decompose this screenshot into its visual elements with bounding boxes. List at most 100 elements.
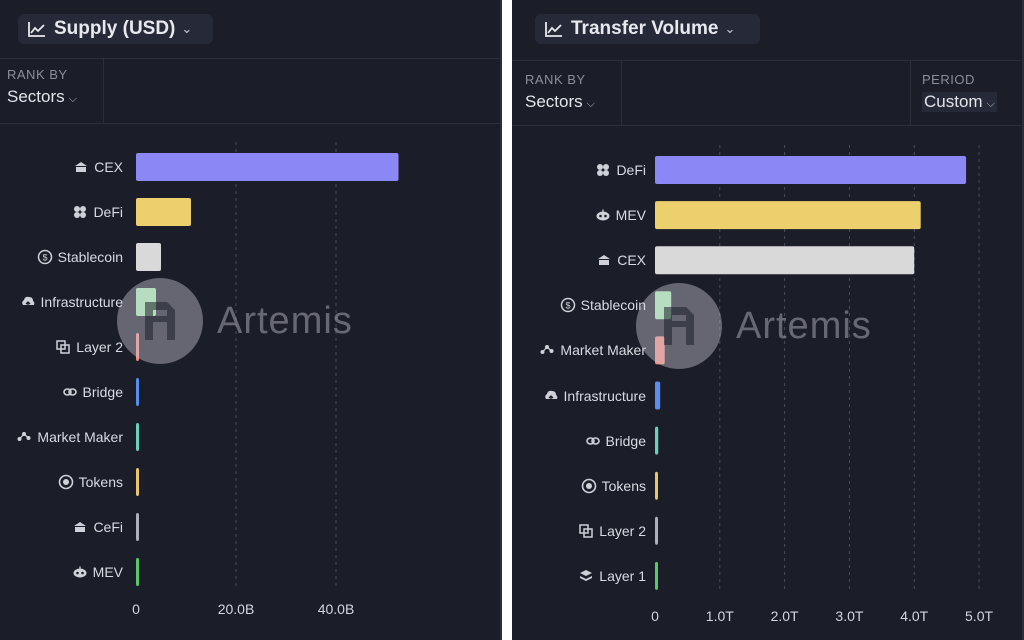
chevron-down-icon: ⌄ — [181, 21, 193, 36]
cex-icon — [596, 252, 612, 268]
category-name: Bridge — [82, 384, 123, 400]
category-label: Infrastructure — [20, 292, 123, 312]
rank-by-label: RANK BY — [7, 67, 68, 82]
x-tick-label: 2.0T — [771, 608, 799, 624]
controls-bar: RANK BY Sectors ⌵ — [0, 58, 500, 124]
rank-by-select[interactable]: Sectors ⌵ — [525, 92, 595, 112]
metric-dropdown[interactable]: Supply (USD) ⌄ — [18, 14, 213, 44]
tokens-icon — [581, 478, 597, 494]
bar-market-maker[interactable] — [136, 423, 139, 451]
category-label: CEX — [73, 157, 123, 177]
category-name: Infrastructure — [40, 294, 123, 310]
bar-bridge[interactable] — [655, 426, 659, 455]
bar-market-maker[interactable] — [655, 336, 665, 365]
category-label: DeFi — [72, 202, 123, 222]
tokens-icon — [58, 474, 74, 490]
bar-stablecoin[interactable] — [136, 243, 161, 271]
category-name: Layer 1 — [599, 567, 646, 584]
rank-by-select[interactable]: Sectors ⌵ — [7, 87, 77, 107]
category-name: Layer 2 — [76, 339, 123, 355]
category-name: DeFi — [616, 162, 646, 178]
x-tick-label: 3.0T — [835, 608, 863, 624]
x-tick-label: 5.0T — [965, 608, 993, 624]
metric-label: Supply (USD) — [54, 18, 176, 39]
category-label: Market Maker — [16, 427, 123, 447]
mev-icon — [595, 207, 611, 223]
metric-dropdown[interactable]: Transfer Volume ⌄ — [535, 14, 760, 44]
category-name: Market Maker — [560, 342, 646, 359]
stablecoin-icon: $ — [37, 249, 53, 265]
rank-by-label: RANK BY — [525, 72, 586, 87]
period-control[interactable]: PERIOD Custom ⌵ — [922, 72, 997, 112]
layer2-icon — [55, 339, 71, 355]
category-name: Tokens — [601, 477, 646, 494]
line-chart-icon — [28, 22, 45, 37]
transfer-volume-bar-chart: 0 1.0T 2.0T 3.0T 4.0T 5.0T — [651, 145, 993, 624]
category-name: Stablecoin — [57, 249, 123, 265]
category-label: Layer 2 — [55, 337, 123, 357]
bar-defi[interactable] — [655, 156, 967, 184]
category-name: MEV — [615, 207, 646, 224]
bridge-icon — [62, 384, 78, 400]
transfer-volume-panel: Transfer Volume ⌄ RANK BY Sectors ⌵ PERIO… — [512, 0, 1024, 640]
x-tick-label: 0 — [651, 608, 659, 624]
infrastructure-icon — [543, 388, 559, 404]
line-chart-icon — [545, 22, 562, 37]
bar-cex[interactable] — [136, 153, 399, 181]
bar-stablecoin[interactable] — [655, 291, 672, 320]
rank-by-control[interactable]: RANK BY Sectors ⌵ — [525, 72, 595, 112]
category-name: CeFi — [93, 519, 123, 535]
category-label: $ Stablecoin — [37, 247, 123, 267]
category-label: Market Maker — [539, 340, 646, 360]
chevron-down-icon: ⌵ — [986, 98, 995, 110]
x-tick-label: 40.0B — [318, 601, 355, 617]
rank-by-value: Sectors — [525, 92, 583, 111]
bar-infrastructure[interactable] — [655, 381, 661, 410]
category-label: Infrastructure — [543, 386, 646, 406]
supply-bar-chart: 0 20.0B 40.0B — [132, 142, 399, 617]
bar-layer-2[interactable] — [136, 333, 139, 361]
category-name: Market Maker — [37, 429, 123, 445]
chevron-down-icon: ⌄ — [724, 21, 736, 36]
bar-bridge[interactable] — [136, 378, 139, 406]
category-label: MEV — [72, 562, 123, 582]
bar-defi[interactable] — [136, 198, 191, 226]
period-select[interactable]: Custom ⌵ — [922, 92, 997, 112]
mev-icon — [72, 564, 88, 580]
bar-tokens[interactable] — [655, 471, 658, 500]
divider — [103, 59, 104, 123]
category-name: Infrastructure — [563, 387, 646, 404]
bar-infrastructure[interactable] — [136, 288, 156, 316]
rank-by-control[interactable]: RANK BY Sectors ⌵ — [7, 67, 77, 107]
category-label: DeFi — [595, 160, 646, 180]
bar-layer-1[interactable] — [655, 561, 658, 590]
bar-cex[interactable] — [655, 246, 915, 275]
bar-mev[interactable] — [655, 201, 921, 230]
category-label: Tokens — [581, 476, 646, 496]
category-name: Bridge — [605, 432, 646, 449]
period-label: PERIOD — [922, 72, 975, 87]
rank-by-value: Sectors — [7, 87, 65, 106]
x-tick-label: 0 — [132, 601, 140, 617]
category-name: Layer 2 — [599, 522, 646, 539]
category-label: Layer 1 — [578, 566, 646, 586]
supply-panel: Supply (USD) ⌄ RANK BY Sectors ⌵ CEX DeFi $… — [0, 0, 502, 640]
category-name: DeFi — [93, 204, 123, 220]
x-tick-label: 4.0T — [900, 608, 928, 624]
cex-icon — [73, 159, 89, 175]
category-name: CEX — [617, 252, 646, 269]
x-tick-label: 1.0T — [706, 608, 734, 624]
category-label: MEV — [595, 205, 646, 225]
bar-cefi[interactable] — [136, 513, 139, 541]
bar-layer-2[interactable] — [655, 516, 658, 545]
cefi-icon — [72, 519, 88, 535]
layer1-icon — [578, 568, 594, 584]
category-name: MEV — [92, 564, 123, 580]
category-name: Stablecoin — [580, 297, 646, 314]
bar-tokens[interactable] — [136, 468, 139, 496]
stablecoin-icon: $ — [560, 297, 576, 313]
x-tick-label: 20.0B — [218, 601, 255, 617]
controls-bar: RANK BY Sectors ⌵ PERIOD Custom ⌵ — [512, 60, 1022, 126]
category-label: $ Stablecoin — [560, 295, 646, 315]
bar-mev[interactable] — [136, 558, 139, 586]
